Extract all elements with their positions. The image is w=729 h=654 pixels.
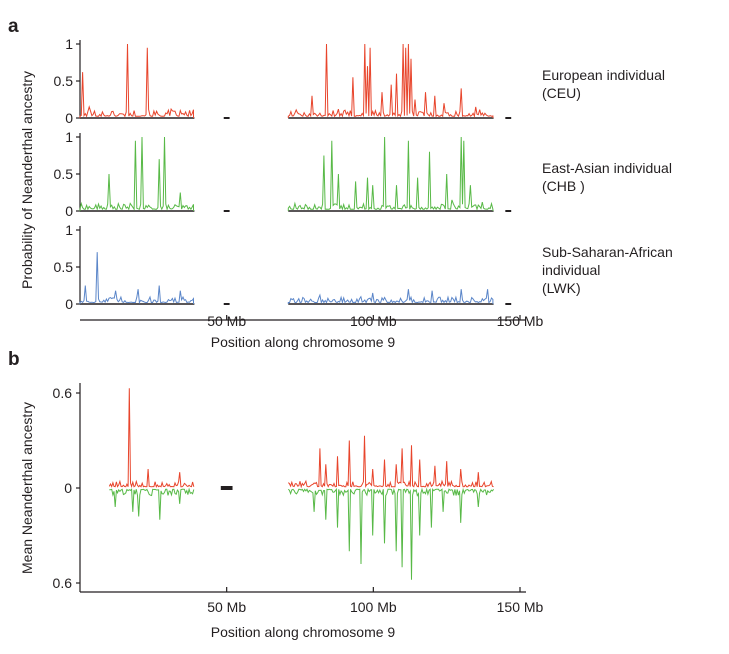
track-0-series-label: European individual	[542, 67, 665, 83]
panel-b-y-tick-label: 0	[64, 480, 72, 496]
panel-b-series-european	[287, 435, 494, 489]
panel-a-x-tick-label: 150 Mb	[497, 313, 544, 329]
track-2-series-label: individual	[542, 262, 600, 278]
track-1-y-tick-label: 0.5	[54, 166, 74, 182]
track-1-y-tick-label: 0	[65, 203, 73, 219]
panel-a-x-tick-label: 50 Mb	[207, 313, 246, 329]
panel-b-x-tick-label: 150 Mb	[497, 599, 544, 615]
track-0-series-line	[287, 43, 494, 118]
track-2-series-label: Sub-Saharan-African	[542, 244, 673, 260]
panel-b-x-tick-label: 100 Mb	[350, 599, 397, 615]
panel-b-x-axis-label: Position along chromosome 9	[211, 624, 396, 640]
track-0-y-tick-label: 1	[65, 36, 73, 52]
panel-a-chart: Probability of Neanderthal ancestry Posi…	[19, 36, 673, 350]
track-0-series-line	[79, 43, 194, 118]
track-0-series-label: (CEU)	[542, 85, 581, 101]
track-0-y-tick-label: 0	[65, 110, 73, 126]
panel-a-x-tick-label: 100 Mb	[350, 313, 397, 329]
panel-b-y-tick-label: 0.6	[53, 575, 73, 591]
track-2-y-tick-label: 0	[65, 296, 73, 312]
panel-a-y-axis-label: Probability of Neanderthal ancestry	[19, 71, 35, 289]
track-2-y-tick-label: 0.5	[54, 259, 74, 275]
panel-b-x-tick-label: 50 Mb	[207, 599, 246, 615]
panel-b-series-east-asian	[109, 487, 195, 520]
track-1-series-label: (CHB )	[542, 178, 585, 194]
panel-b-y-tick-label: 0.6	[53, 385, 73, 401]
track-0-y-tick-label: 0.5	[54, 73, 74, 89]
track-2-series-line	[79, 252, 194, 305]
panel-b-y-axis-label: Mean Neanderthal ancestry	[19, 402, 35, 574]
track-1-series-line	[79, 136, 194, 211]
track-1-y-tick-label: 1	[65, 129, 73, 145]
panel-a-x-axis-label: Position along chromosome 9	[211, 334, 396, 350]
track-1-series-line	[287, 136, 494, 211]
track-1-series-label: East-Asian individual	[542, 160, 672, 176]
track-2-series-label: (LWK)	[542, 280, 581, 296]
panel-b-series-east-asian	[287, 487, 494, 580]
panel-b-chart: Mean Neanderthal ancestry Position along…	[19, 383, 544, 640]
track-2-y-tick-label: 1	[65, 222, 73, 238]
panel-label-b: b	[8, 349, 20, 370]
track-2-series-line	[287, 289, 494, 305]
panel-label-a: a	[8, 16, 19, 37]
panel-b-series-european	[108, 388, 195, 489]
